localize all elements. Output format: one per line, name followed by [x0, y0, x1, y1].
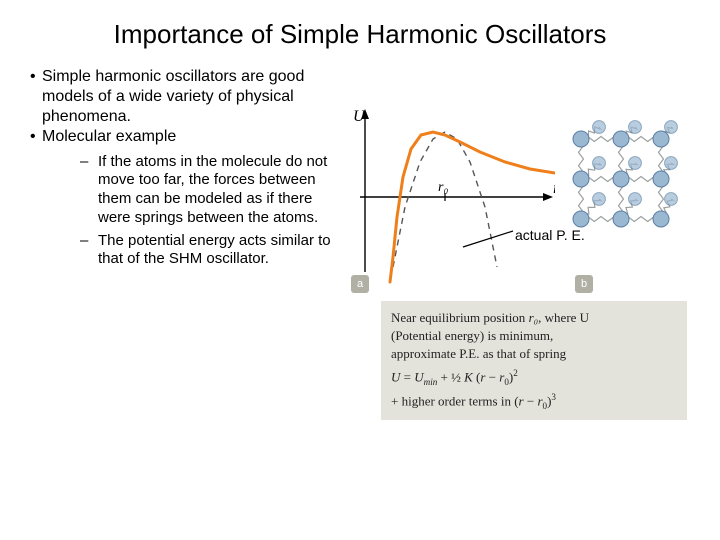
atom-node: [593, 192, 606, 205]
dash-mark: –: [80, 232, 98, 270]
caption-line-2: (Potential energy) is minimum,: [391, 327, 677, 345]
potential-energy-chart: U r r₀: [345, 107, 555, 287]
r-axis-arrow-icon: [543, 193, 553, 201]
u-axis-label: U: [353, 108, 366, 125]
atom-node: [573, 131, 589, 147]
bullet-1: • Simple harmonic oscillators are good m…: [30, 67, 337, 127]
atom-node: [593, 120, 606, 133]
atom-node: [653, 131, 669, 147]
bullet-2-text: Molecular example: [42, 127, 176, 147]
lattice-diagram: [567, 117, 687, 267]
top-bullets: • Simple harmonic oscillators are good m…: [30, 67, 337, 147]
atom-node: [613, 171, 629, 187]
slide-title: Importance of Simple Harmonic Oscillator…: [90, 18, 630, 51]
atom-node: [629, 120, 642, 133]
atom-node: [653, 171, 669, 187]
atom-node: [629, 156, 642, 169]
atom-node: [665, 192, 678, 205]
caption-line-3: approximate P.E. as that of spring: [391, 345, 677, 363]
sub-bullet-1: – If the atoms in the molecule do not mo…: [80, 153, 337, 228]
left-column: • Simple harmonic oscillators are good m…: [30, 67, 345, 421]
atom-node: [573, 211, 589, 227]
bullet-mark: •: [30, 127, 42, 147]
atom-node: [593, 156, 606, 169]
dash-mark: –: [80, 153, 98, 228]
atom-node: [653, 211, 669, 227]
panel-badge-a: a: [351, 275, 369, 293]
slide: Importance of Simple Harmonic Oscillator…: [0, 0, 720, 540]
sub-bullet-2: – The potential energy acts similar to t…: [80, 232, 337, 270]
sub-bullet-2-text: The potential energy acts similar to tha…: [98, 232, 337, 270]
right-column: U r r₀ a b: [345, 107, 690, 421]
caption-line-5: + higher order terms in (r − r0)3: [391, 391, 677, 413]
r0-label: r₀: [438, 180, 448, 195]
body-row: • Simple harmonic oscillators are good m…: [30, 67, 690, 421]
atom-node: [665, 120, 678, 133]
caption-line-1: Near equilibrium position r₀, where U: [391, 309, 677, 327]
figures: U r r₀ a b: [345, 107, 690, 297]
atom-node: [613, 211, 629, 227]
atom-node: [613, 131, 629, 147]
panel-badge-b: b: [575, 275, 593, 293]
atom-node: [573, 171, 589, 187]
bullet-mark: •: [30, 67, 42, 127]
bullet-1-text: Simple harmonic oscillators are good mod…: [42, 67, 337, 127]
atom-node: [665, 156, 678, 169]
r-axis-label: r: [553, 180, 555, 197]
sub-bullet-1-text: If the atoms in the molecule do not move…: [98, 153, 337, 228]
bullet-2: • Molecular example: [30, 127, 337, 147]
actual-pe-label: actual P. E.: [515, 227, 585, 243]
atom-node: [629, 192, 642, 205]
sub-bullets: – If the atoms in the molecule do not mo…: [80, 153, 337, 270]
caption-box: Near equilibrium position r₀, where U (P…: [381, 301, 687, 421]
caption-equation: U = Umin + ½ K (r − r0)2: [391, 367, 677, 389]
